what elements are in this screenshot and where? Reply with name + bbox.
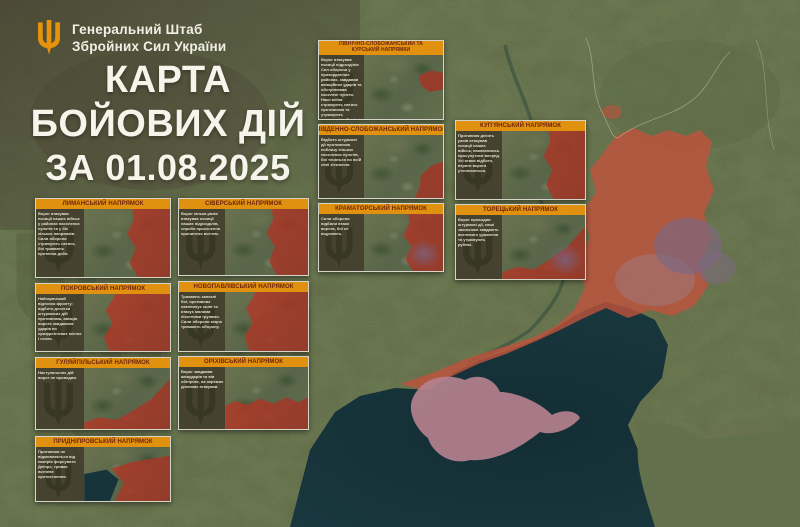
panel-note-column: Сили оборони відбили атаки ворога, бої н… [319,214,364,271]
panel-title: ОРІХІВСЬКИЙ НАПРЯМОК [179,357,308,367]
panel-note: Ворог кілька разів атакував позиції наши… [181,211,221,236]
occupied-pocket-north [602,105,622,119]
org-name-line2: Збройних Сил України [72,39,227,54]
panel-title: ПІВДЕННО-СЛОБОЖАНСЬКИЙ НАПРЯМОК [319,125,443,135]
map-panel-pivdenno-slobozhanskyi: ПІВДЕННО-СЛОБОЖАНСЬКИЙ НАПРЯМОК Відбито ш… [318,124,444,199]
map-panel-pokrovskyi: ПОКРОВСЬКИЙ НАПРЯМОК Найгарячіший відтино… [35,283,171,352]
panel-note: Ворог атакував позиції наших військ у ра… [38,211,80,256]
panel-mini-map [84,209,170,277]
panel-note: Ворог завдавав авіаударів та вів обстріл… [181,369,224,389]
org-name: Генеральний Штаб Збройних Сил України [72,21,226,55]
org-name-line1: Генеральний Штаб [72,22,203,37]
panel-title: НОВОПАВЛІВСЬКИЙ НАПРЯМОК [179,282,308,292]
panel-title: ПРИДНІПРОВСЬКИЙ НАПРЯМОК [36,437,170,447]
panel-mini-map [225,367,308,429]
trident-logo-icon [36,20,62,56]
title-backdrop-shade [0,0,360,230]
panel-body: Наступальних дій ворог не проводив. [36,368,170,429]
panel-mini-map [363,135,443,198]
panel-note-column: Ворог завдавав авіаударів та вів обстріл… [179,367,226,429]
panel-mini-map [84,447,170,501]
map-panel-kramatorskyi: КРАМАТОРСЬКИЙ НАПРЯМОК Сили оборони відби… [318,203,444,272]
panel-body: Ворог проводив штурмові дії, наші захисн… [456,215,585,279]
panel-title: ТОРЕЦЬКИЙ НАПРЯМОК [456,205,585,215]
panel-note: Відбито штурмові дії противника поблизу … [321,137,362,167]
panel-note: Сили оборони відбили атаки ворога, бої н… [321,216,350,236]
state-border-line-2 [755,39,775,151]
panel-title: ПІВНІЧНО-СЛОБОЖАНСЬКИЙ ТА КУРСЬКИЙ НАПРЯМ… [319,41,443,55]
map-panel-kupianskyi: КУП'ЯНСЬКИЙ НАПРЯМОК Противник десять раз… [455,120,586,200]
map-panel-novopavlivskyi: НОВОПАВЛІВСЬКИЙ НАПРЯМОК Тривають запеклі… [178,281,309,352]
panel-note-column: Наступальних дій ворог не проводив. [36,368,85,429]
map-panel-prydniprovskyi: ПРИДНІПРОВСЬКИЙ НАПРЯМОК Противник не від… [35,436,171,502]
panel-mini-map [84,294,170,351]
panel-note-column: Ворог проводив штурмові дії, наші захисн… [456,215,503,279]
panel-body: Тривають запеклі бої, противник накопичу… [179,292,308,351]
panel-mini-map [225,209,308,275]
panel-note-column: Найгарячіший відтинок фронту: відбито де… [36,294,85,351]
panel-note: Наступальних дій ворог не проводив. [38,370,77,380]
panel-body: Ворог завдавав авіаударів та вів обстріл… [179,367,308,429]
map-panel-lymanskyi: ЛИМАНСЬКИЙ НАПРЯМОК Ворог атакував позиці… [35,198,171,278]
page-title: КАРТА БОЙОВИХ ДІЙ ЗА 01.08.2025 [18,58,318,190]
panel-note: Тривають запеклі бої, противник накопичу… [181,294,223,329]
state-border-line [585,37,731,139]
map-panel-siverskyi: СІВЕРСЬКИЙ НАПРЯМОК Ворог кілька разів ат… [178,198,309,276]
panel-mini-map [363,55,443,119]
panel-body: Відбито штурмові дії противника поблизу … [319,135,443,198]
panel-title: КУП'ЯНСЬКИЙ НАПРЯМОК [456,121,585,131]
urban-patch-small [696,252,736,284]
trident-watermark-icon [41,380,76,428]
map-panel-pivnichno-slobozhanskyi: ПІВНІЧНО-СЛОБОЖАНСЬКИЙ ТА КУРСЬКИЙ НАПРЯМ… [318,40,444,120]
title-line1: КАРТА [104,59,232,101]
panel-body: Найгарячіший відтинок фронту: відбито де… [36,294,170,351]
panel-note: Противник не відмовляється від намірів ф… [38,449,76,479]
general-staff-logo: Генеральний Штаб Збройних Сил України [36,20,226,56]
panel-title: КРАМАТОРСЬКИЙ НАПРЯМОК [319,204,443,214]
panel-note: Ворог проводив штурмові дії, наші захисн… [458,217,499,247]
panel-mini-map [84,368,170,429]
map-panel-orikhivskyi: ОРІХІВСЬКИЙ НАПРЯМОК Ворог завдавав авіау… [178,356,309,430]
panel-note-column: Ворог атакував позиції наших військ у ра… [36,209,85,277]
occupied-area-red [400,128,714,390]
panel-note: Найгарячіший відтинок фронту: відбито де… [38,296,82,341]
panel-body: Ворог кілька разів атакував позиції наши… [179,209,308,275]
crimea-shape [410,376,580,462]
map-panel-toretskyi: ТОРЕЦЬКИЙ НАПРЯМОК Ворог проводив штурмов… [455,204,586,280]
panel-body: Ворог атакував позиції наших військ у ра… [36,209,170,277]
map-panel-huliaipilskyi: ГУЛЯЙПІЛЬСЬКИЙ НАПРЯМОК Наступальних дій … [35,357,171,430]
panel-body: Противник не відмовляється від намірів ф… [36,447,170,501]
panel-note-column: Противник десять разів атакував позиції … [456,131,503,199]
panel-title: ПОКРОВСЬКИЙ НАПРЯМОК [36,284,170,294]
panel-mini-map [225,292,308,351]
panel-note-column: Противник не відмовляється від намірів ф… [36,447,85,501]
panel-body: Сили оборони відбили атаки ворога, бої н… [319,214,443,271]
panel-note-column: Ворог атакував позиції підрозділів Сил о… [319,55,364,119]
panel-mini-map [363,214,443,271]
panel-title: ЛИМАНСЬКИЙ НАПРЯМОК [36,199,170,209]
panel-title: СІВЕРСЬКИЙ НАПРЯМОК [179,199,308,209]
panel-note-column: Тривають запеклі бої, противник накопичу… [179,292,226,351]
panel-mini-map [502,131,585,199]
panel-note: Противник десять разів атакував позиції … [458,133,500,173]
panel-body: Ворог атакував позиції підрозділів Сил о… [319,55,443,119]
panel-body: Противник десять разів атакував позиції … [456,131,585,199]
kuban-land [637,423,800,527]
panel-title: ГУЛЯЙПІЛЬСЬКИЙ НАПРЯМОК [36,358,170,368]
title-line2: БОЙОВИХ ДІЙ [30,103,306,145]
panel-note-column: Відбито штурмові дії противника поблизу … [319,135,364,198]
panel-note-column: Ворог кілька разів атакував позиції наши… [179,209,226,275]
panel-note: Ворог атакував позиції підрозділів Сил о… [321,57,362,119]
panel-mini-map [502,215,585,279]
title-line3: ЗА 01.08.2025 [45,147,291,188]
